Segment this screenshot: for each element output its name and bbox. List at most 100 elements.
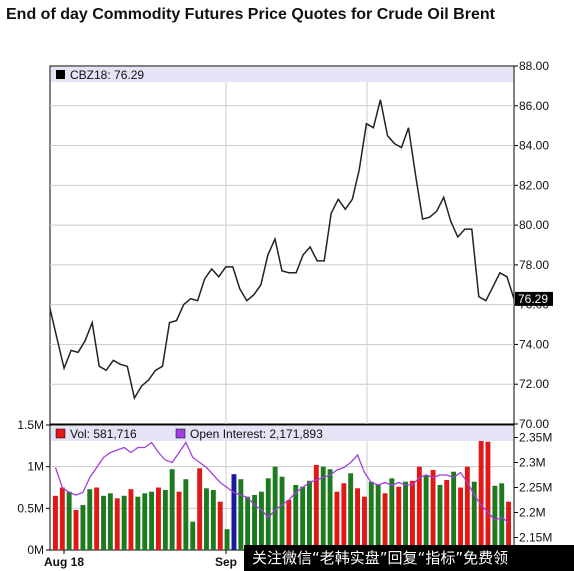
watermark-banner: 关注微信“老韩实盘”回复“指标”免费领 [244,545,574,571]
open-interest-legend-label: Open Interest: 2,171,893 [190,427,323,441]
chart-title: End of day Commodity Futures Price Quote… [6,6,495,23]
volume-bar [252,495,257,550]
volume-bar [87,489,93,550]
volume-bar [362,496,367,550]
volume-bar [382,493,388,550]
volume-bar [423,475,429,550]
open-interest-tick-label: 2.25M [519,481,552,495]
volume-bar [80,505,86,550]
volume-bar [176,491,182,550]
volume-bar [341,483,347,550]
price-series-line [49,99,515,401]
volume-bar [410,480,415,550]
volume-bar [506,501,511,550]
volume-bar [121,495,127,550]
volume-tick-label: 0M [27,543,44,557]
volume-bar [94,487,100,550]
volume-bar [368,481,374,550]
volume-bar [451,471,457,550]
volume-bar [231,474,237,550]
volume-bar [327,469,333,550]
volume-bar [162,490,168,550]
volume-bar [416,466,422,550]
open-interest-legend-swatch [175,428,186,439]
volume-bar [149,491,154,550]
volume-bar [101,495,106,550]
volume-bar [259,491,264,550]
open-interest-axis: 2.15M 2.2M 2.25M 2.3M 2.35M [514,431,552,545]
volume-bar [210,490,216,550]
volume-bar [464,466,470,550]
volume-bar [107,493,113,550]
volume-bar [396,486,402,550]
volume-bar [320,466,326,550]
volume-bar [217,501,223,550]
price-tick-label: 78.00 [519,258,549,272]
price-tick-label: 80.00 [519,218,549,232]
volume-bar [190,521,196,550]
volume-bar [313,465,319,550]
volume-bar [238,479,244,550]
open-interest-tick-label: 2.3M [519,456,546,470]
volume-bar [348,473,354,550]
volume-bar [499,483,505,550]
price-legend-label: CBZ18: 76.29 [70,68,144,82]
volume-bar [334,491,340,550]
price-legend-bg [51,67,513,82]
price-legend-swatch [56,70,65,79]
volume-bar [204,488,209,550]
volume-tick-label: 0.5M [17,501,44,515]
volume-bar [437,485,443,550]
volume-bar [197,468,203,550]
open-interest-tick-label: 2.35M [519,431,552,445]
volume-bar [279,476,285,550]
volume-bar [375,485,381,550]
volume-bar [389,478,395,550]
price-tick-label: 84.00 [519,139,549,153]
volume-axis: 0M 0.5M 1M 1.5M [17,418,50,557]
x-tick-label: Aug 18 [44,555,84,569]
price-tick-label: 88.00 [519,59,549,73]
volume-bar [403,481,408,550]
volume-bar [53,495,58,550]
volume-bar [142,493,148,550]
volume-bar [355,488,360,550]
volume-bar [66,491,72,550]
volume-bar [286,500,292,550]
volume-bar [59,487,65,550]
last-value-marker [515,291,553,306]
volume-bar [169,469,175,550]
open-interest-line [54,441,509,524]
open-interest-tick-label: 2.15M [519,531,552,545]
volume-bar [485,441,491,550]
volume-bar [458,487,463,550]
volume-bar [478,435,484,550]
volume-bars [53,435,511,550]
price-tick-label: 74.00 [519,337,549,351]
volume-legend-bg [51,426,513,441]
price-panel [49,65,515,425]
last-value-label: 76.29 [518,292,548,306]
price-tick-label: 82.00 [519,178,549,192]
volume-bar [492,485,498,550]
volume-bar [471,481,477,550]
volume-bar [245,496,251,550]
volume-bar [272,466,278,550]
volume-legend-label: Vol: 581,716 [70,427,137,441]
volume-bar [135,496,141,550]
volume-bar [183,479,189,550]
volume-bar [300,486,306,550]
volume-bar [73,510,79,550]
volume-bar [293,485,299,550]
price-grid [50,81,514,424]
x-tick-label: Sep [215,555,237,569]
volume-tick-label: 1M [27,460,44,474]
price-tick-label: 86.00 [519,99,549,113]
volume-bar [224,529,230,550]
price-tick-label: 70.00 [519,417,549,431]
volume-bar [128,489,134,550]
volume-bar [265,478,271,550]
price-axis: 70.0072.0074.0076.0078.0080.0082.0084.00… [514,59,549,431]
volume-bar [307,480,312,550]
